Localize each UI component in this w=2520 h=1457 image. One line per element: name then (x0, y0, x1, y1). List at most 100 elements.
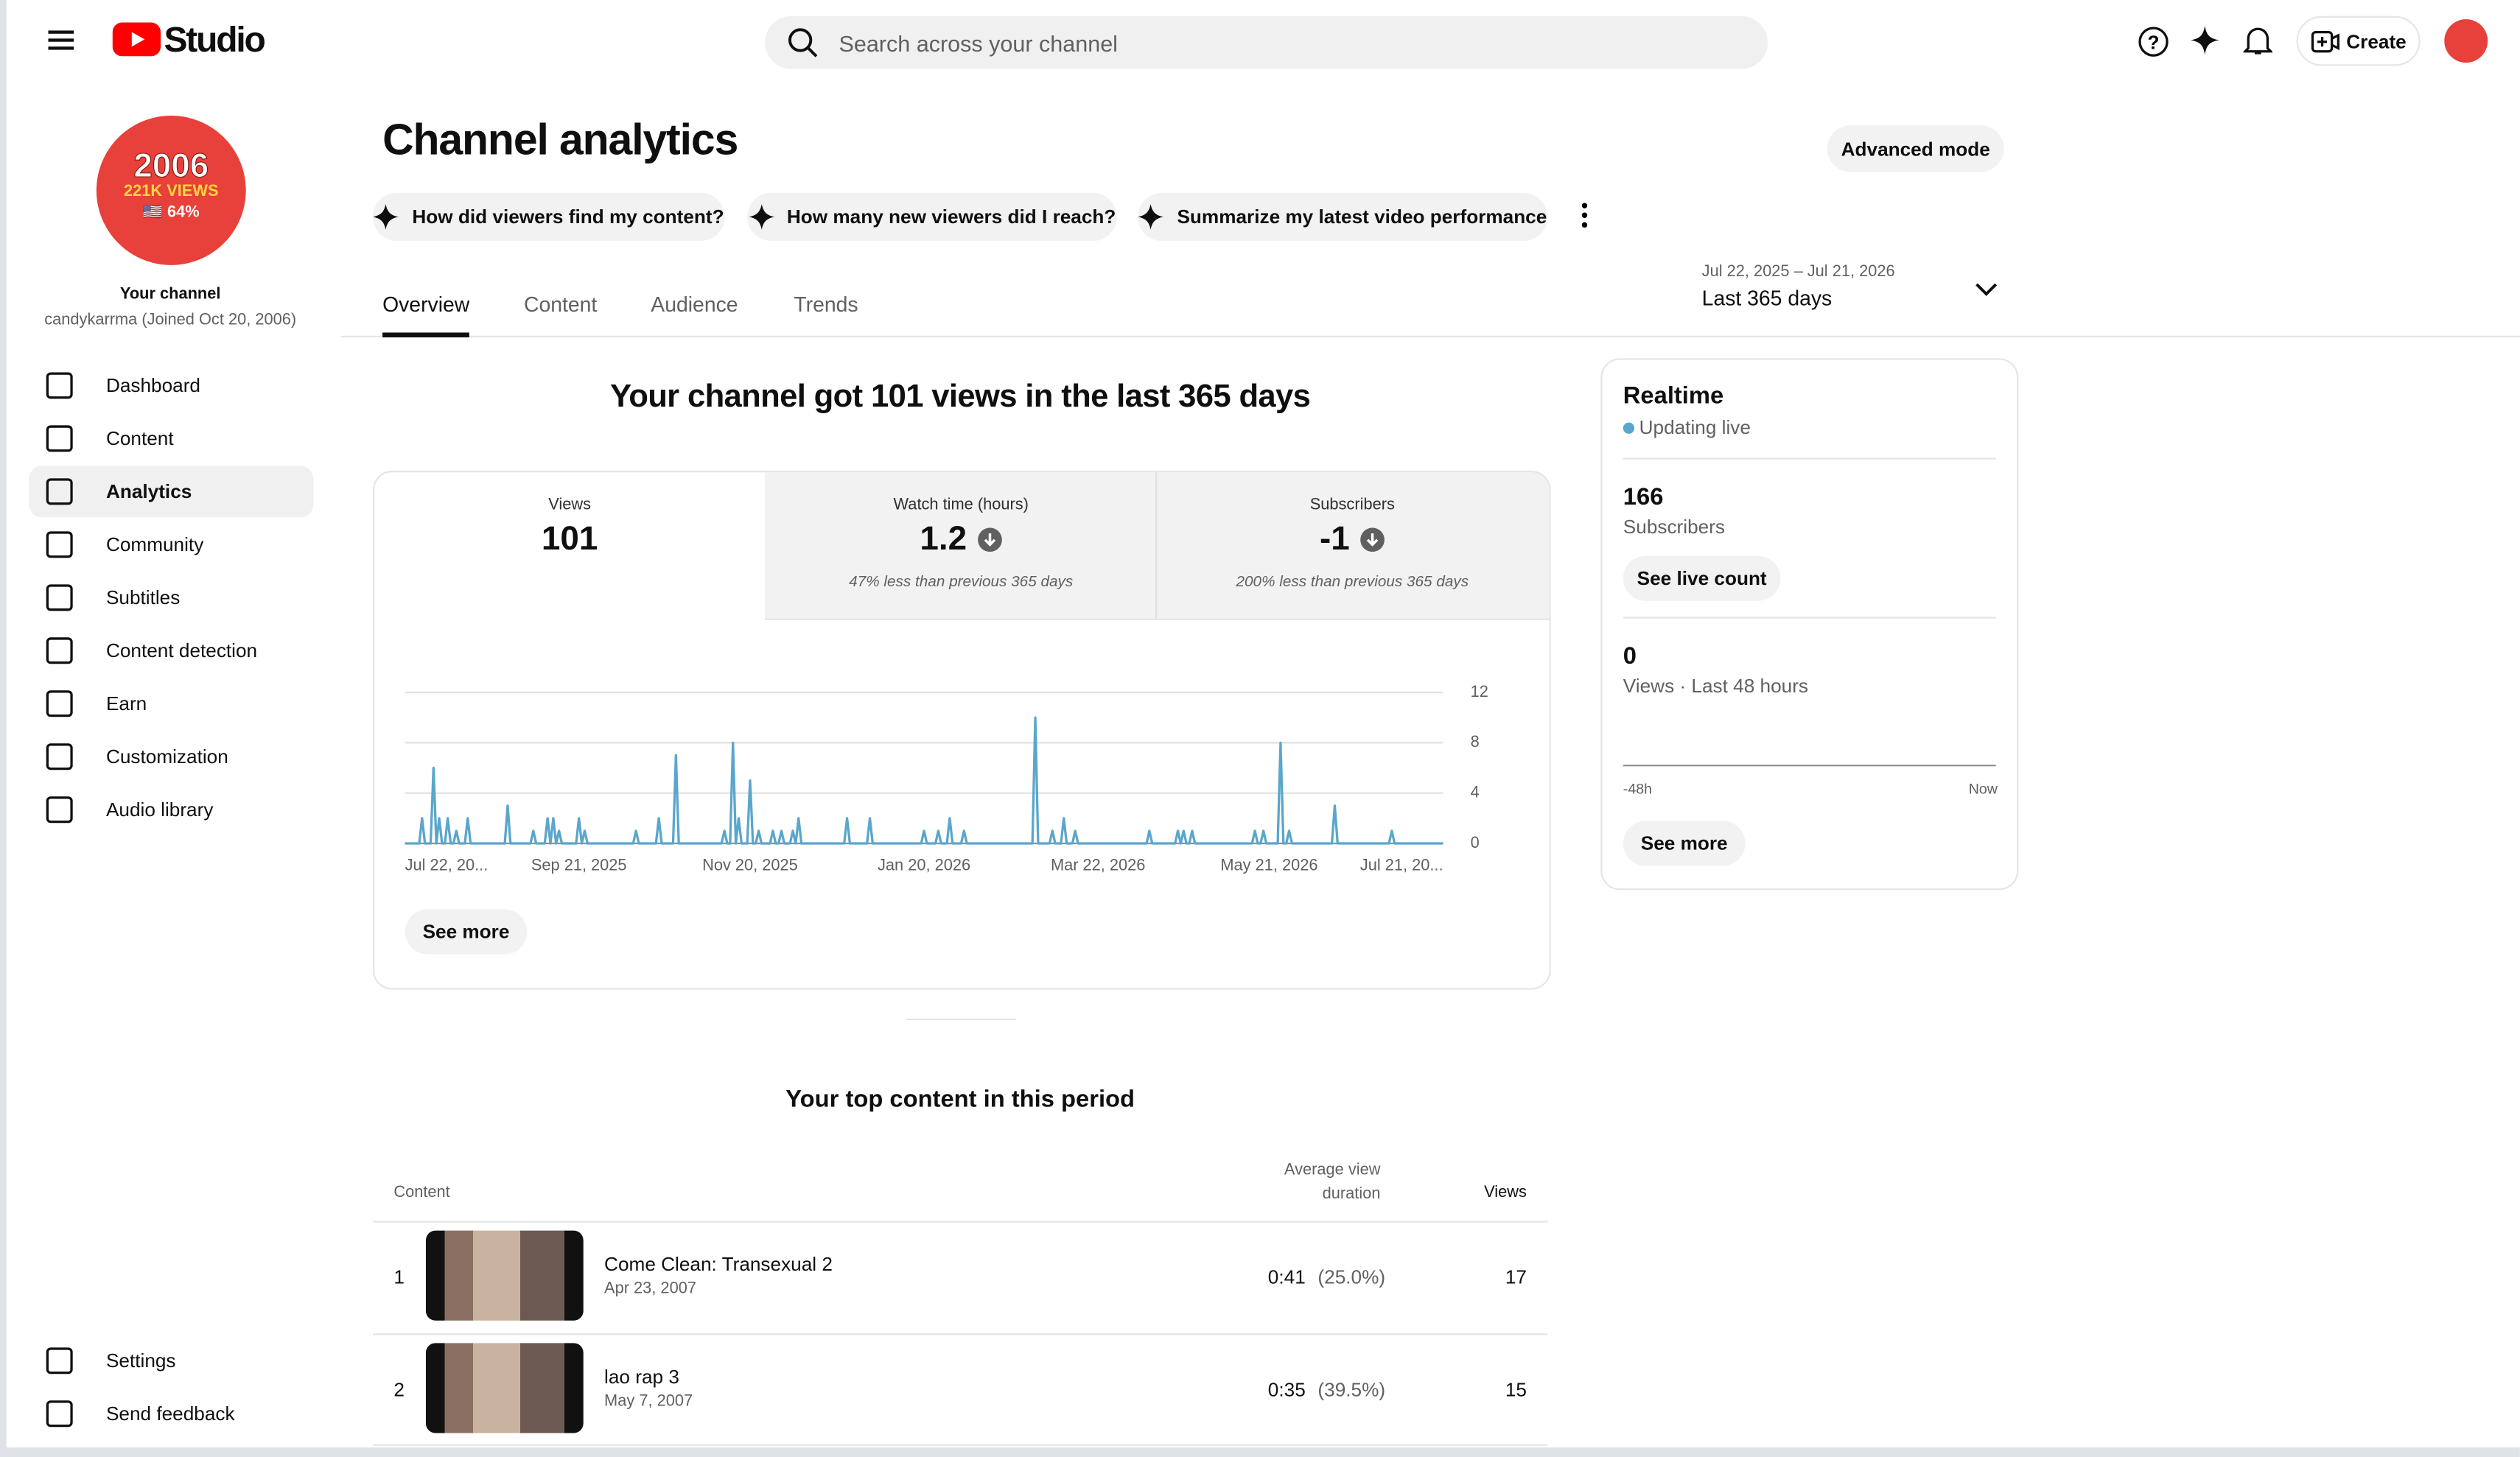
page-title: Channel analytics (382, 116, 738, 164)
nav-label: Audio library (105, 798, 214, 821)
avatar-text: 221K VIEWS (124, 183, 219, 201)
tab[interactable]: Content (524, 292, 598, 317)
metric-note: 200% less than previous 365 days (1236, 573, 1469, 591)
nav-item[interactable]: Send feedback (29, 1388, 313, 1439)
row-rank: 1 (393, 1265, 405, 1289)
metric-value: 1.2 (920, 520, 967, 558)
channel-label: Your channel (119, 286, 221, 304)
nav-item[interactable]: Analytics (29, 466, 314, 518)
nav-item[interactable]: Community (29, 519, 313, 570)
divider (1623, 457, 1996, 460)
avg-percent: (25.0%) (1317, 1265, 1386, 1289)
video-date: Apr 23, 2007 (604, 1280, 696, 1299)
row-divider (372, 1333, 1548, 1335)
metric-value: 101 (541, 520, 598, 558)
realtime-axis-end: Now (1968, 780, 1998, 797)
realtime-card: Realtime Updating live 166 Subscribers S… (1600, 358, 2019, 891)
date-range-label[interactable]: Last 365 days (1701, 286, 1833, 310)
metric-divider (1155, 472, 1158, 619)
metric: 1.2 (766, 521, 1156, 559)
subscriber-label: Subscribers (1623, 516, 1725, 538)
nav-label: Customization (105, 745, 228, 768)
metric: -1 (1157, 521, 1547, 559)
notifications-icon[interactable] (2243, 24, 2272, 57)
metric: 101 (374, 521, 765, 559)
overview-headline: Your channel got 101 views in the last 3… (609, 379, 1311, 415)
search-placeholder: Search across your channel (839, 30, 1118, 57)
more-icon[interactable] (1580, 203, 1589, 228)
column-header: Views (1484, 1184, 1527, 1202)
tab-divider (340, 335, 2520, 338)
see-more-button[interactable]: See more (405, 909, 528, 955)
tab[interactable]: Overview (382, 292, 470, 317)
help-icon[interactable]: ? (2138, 26, 2170, 58)
nav-label: Community (105, 533, 204, 556)
subscriber-count: 166 (1623, 483, 1664, 511)
prompt-chip[interactable]: How many new viewers did I reach? (747, 192, 1117, 242)
realtime-see-more[interactable]: See more (1623, 821, 1746, 866)
nav-item[interactable]: Content detection (29, 625, 313, 676)
nav-label: Send feedback (105, 1402, 235, 1425)
prompt-chip[interactable]: Summarize my latest video performance (1138, 192, 1548, 242)
avg-duration: 0:41 (1267, 1265, 1306, 1289)
video-title[interactable]: Come Clean: Transexual 2 (604, 1253, 833, 1276)
channel-avatar[interactable]: 2006 221K VIEWS 🇺🇸 64% (96, 116, 246, 265)
row-divider (372, 1444, 1548, 1446)
row-divider (372, 1221, 1548, 1223)
realtime-title: Realtime (1623, 382, 1724, 410)
account-avatar[interactable] (2444, 19, 2488, 63)
metric-value: -1 (1319, 520, 1350, 558)
avatar-text: 🇺🇸 64% (142, 203, 200, 222)
nav-item[interactable]: Earn (29, 678, 313, 729)
top-content-title: Your top content in this period (785, 1086, 1135, 1114)
tab[interactable]: Audience (651, 292, 738, 317)
logo-icon[interactable] (112, 22, 161, 57)
realtime-status: Updating live (1639, 415, 1751, 439)
nav-item[interactable]: Settings (29, 1335, 313, 1386)
live-dot (1623, 422, 1635, 434)
nav-item[interactable]: Customization (29, 731, 313, 782)
tab-indicator (382, 332, 469, 338)
realtime-views-label: Views · Last 48 hours (1623, 675, 1808, 698)
separator (906, 1018, 1016, 1020)
video-thumbnail[interactable] (425, 1230, 584, 1321)
video-title[interactable]: lao rap 3 (604, 1365, 679, 1388)
nav-label: Settings (105, 1349, 176, 1372)
create-button[interactable]: Create (2296, 15, 2421, 66)
metric-label: Watch time (hours) (893, 496, 1029, 514)
metric-note: 47% less than previous 365 days (849, 573, 1074, 591)
prompt-text: Summarize my latest video performance (1177, 206, 1547, 228)
tab[interactable]: Trends (794, 292, 858, 317)
metric-label: Subscribers (1309, 496, 1395, 514)
video-thumbnail[interactable] (425, 1343, 584, 1433)
menu-button[interactable] (48, 29, 74, 52)
nav-item[interactable]: Content (29, 413, 313, 465)
nav-item[interactable]: Audio library (29, 784, 313, 835)
ai-icon[interactable] (2190, 25, 2219, 55)
advanced-mode-button[interactable]: Advanced mode (1827, 125, 2004, 172)
nav-label: Content (105, 427, 174, 450)
date-dropdown[interactable] (1975, 281, 1998, 298)
metric-label: Views (548, 496, 592, 514)
overview-card (372, 471, 1551, 990)
live-count-button[interactable]: See live count (1623, 555, 1781, 601)
search-box[interactable]: Search across your channel (765, 15, 1768, 69)
row-rank: 2 (393, 1378, 405, 1401)
column-header: Content (393, 1184, 450, 1202)
prompt-text: How did viewers find my content? (412, 206, 724, 228)
row-views: 17 (1505, 1265, 1527, 1289)
logo-text[interactable]: Studio (164, 19, 265, 60)
nav-label: Content detection (105, 639, 258, 662)
avg-duration: 0:35 (1267, 1378, 1306, 1401)
avatar-text: 2006 (133, 147, 209, 185)
nav-label: Earn (105, 692, 147, 715)
prompt-chip[interactable]: How did viewers find my content? (372, 192, 725, 242)
nav-item[interactable]: Dashboard (29, 360, 313, 412)
video-date: May 7, 2007 (604, 1392, 693, 1411)
nav-item[interactable]: Subtitles (29, 572, 313, 623)
channel-info: candykarrma (Joined Oct 20, 2006) (44, 312, 297, 330)
svg-text:?: ? (2148, 32, 2160, 54)
nav-label: Subtitles (105, 586, 181, 609)
metric-background (765, 472, 1550, 620)
